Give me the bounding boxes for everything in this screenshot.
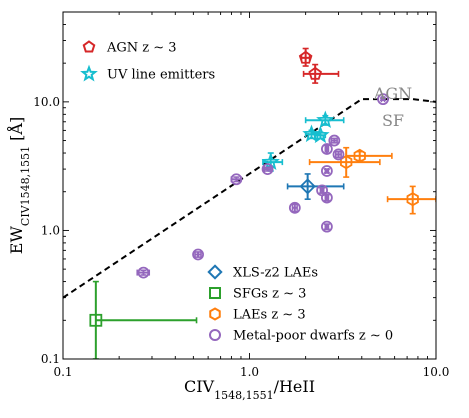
series-sfg xyxy=(89,280,198,359)
data-marker-star xyxy=(302,124,321,143)
data-point-lae xyxy=(345,148,393,163)
legend-bottom: XLS-z2 LAEs SFGs z ∼ 3 LAEs z ∼ 3 Metal-poo… xyxy=(207,264,393,344)
data-marker-circle xyxy=(328,134,341,147)
data-point-uv xyxy=(311,125,330,144)
legend-label: UV line emitters xyxy=(107,68,215,83)
data-marker-circle xyxy=(137,266,150,279)
series-uv xyxy=(261,110,345,172)
data-marker-circle xyxy=(261,163,274,175)
data-marker-hexagon xyxy=(406,192,419,207)
data-point-dwarf xyxy=(332,148,345,161)
data-point-dwarf xyxy=(230,173,243,186)
legend-item-uv: UV line emitters xyxy=(80,64,215,83)
data-layer xyxy=(63,47,436,359)
legend-item-xls: XLS-z2 LAEs xyxy=(207,264,318,281)
legend-label: AGN z ∼ 3 xyxy=(106,41,177,56)
legend-label: XLS-z2 LAEs xyxy=(233,266,318,281)
data-point-dwarf xyxy=(320,165,333,177)
data-point-agn xyxy=(298,47,313,67)
data-marker-circle xyxy=(320,191,333,204)
legend-marker-star xyxy=(80,64,98,82)
data-marker-circle xyxy=(332,148,345,161)
data-marker-circle xyxy=(377,93,389,106)
x-tick-label: 1.0 xyxy=(240,365,259,379)
region-label-sf: SF xyxy=(382,111,404,130)
legend-layer: AGN z ∼ 3 UV line emitters XLS-z2 LAEs SFGs… xyxy=(80,40,393,344)
legend-marker-diamond xyxy=(207,264,223,280)
data-point-dwarf xyxy=(192,248,204,261)
series-dwarf xyxy=(136,93,389,279)
data-point-dwarf xyxy=(377,93,389,106)
data-marker-square xyxy=(89,313,103,327)
y-tick-label: 1.0 xyxy=(41,223,60,237)
data-point-dwarf xyxy=(136,266,151,279)
data-marker-circle xyxy=(320,165,333,177)
data-marker-star xyxy=(316,110,335,129)
legend-label: LAEs z ∼ 3 xyxy=(233,308,306,323)
series-lae xyxy=(308,146,436,215)
legend-marker-square xyxy=(209,287,221,299)
data-marker-pentagon xyxy=(308,66,322,80)
legend-label: Metal-poor dwarfs z ∼ 0 xyxy=(233,329,393,344)
x-axis-title: CIV1548,1551/HeII xyxy=(184,377,315,402)
data-point-lae xyxy=(386,185,436,215)
y-tick-label: 10.0 xyxy=(33,95,60,109)
legend-marker-pentagon xyxy=(82,40,96,53)
data-marker-hexagon xyxy=(353,148,366,163)
region-label-agn: AGN xyxy=(373,84,412,103)
legend-item-agn: AGN z ∼ 3 xyxy=(82,40,177,56)
label-layer: AGN SF CIV1548,1551/HeII EWCIV1548,1551 [Å] xyxy=(6,84,412,402)
y-tick-label: 0.1 xyxy=(41,352,60,366)
data-marker-circle xyxy=(320,220,333,233)
data-point-xls xyxy=(286,173,345,200)
data-marker-circle xyxy=(288,201,301,214)
series-agn xyxy=(298,47,340,84)
data-point-dwarf xyxy=(320,220,333,233)
y-axis-title: EWCIV1548,1551 [Å] xyxy=(6,117,32,254)
data-marker-star xyxy=(311,125,330,144)
data-point-dwarf xyxy=(320,191,333,204)
legend-marker-circle xyxy=(209,329,221,341)
data-point-uv xyxy=(304,110,345,129)
legend-top: AGN z ∼ 3 UV line emitters xyxy=(80,40,215,83)
data-point-dwarf xyxy=(288,201,301,214)
data-point-dwarf xyxy=(320,143,333,155)
data-point-dwarf xyxy=(261,163,274,175)
series-xls xyxy=(286,173,345,200)
x-tick-label: 10.0 xyxy=(423,365,450,379)
legend-marker-hexagon xyxy=(209,307,221,321)
data-marker-circle xyxy=(320,143,333,155)
legend-item-dwarf: Metal-poor dwarfs z ∼ 0 xyxy=(209,329,393,344)
data-marker-pentagon xyxy=(298,50,313,64)
x-tick-label: 0.1 xyxy=(53,365,72,379)
data-marker-diamond xyxy=(299,178,316,195)
legend-label: SFGs z ∼ 3 xyxy=(233,287,306,302)
data-marker-circle xyxy=(192,248,204,261)
legend-item-sfg: SFGs z ∼ 3 xyxy=(209,287,306,302)
data-point-sfg xyxy=(89,280,198,359)
data-point-agn xyxy=(302,63,340,84)
axis-layer: 0.1 1.0 10.0 0.1 1.0 10.0 xyxy=(33,11,450,379)
legend-item-lae: LAEs z ∼ 3 xyxy=(209,307,306,323)
data-marker-circle xyxy=(230,173,243,186)
data-point-dwarf xyxy=(328,134,341,147)
